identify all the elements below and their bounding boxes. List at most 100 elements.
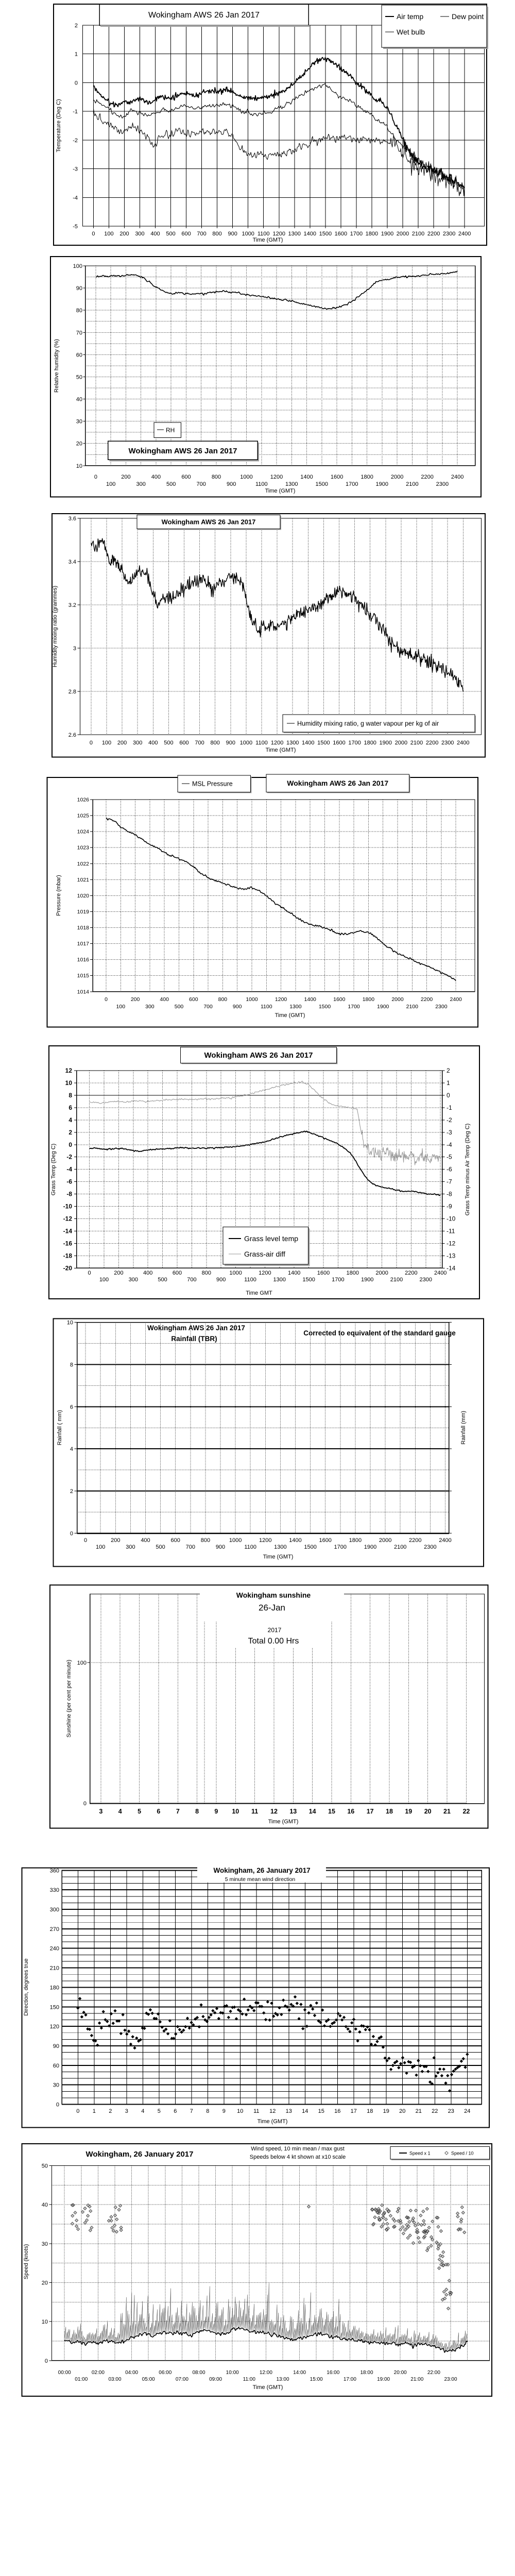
svg-text:100: 100: [102, 740, 111, 746]
svg-text:40: 40: [42, 2202, 48, 2208]
svg-text:330: 330: [50, 1887, 59, 1893]
svg-text:2400: 2400: [450, 996, 462, 1003]
svg-text:1021: 1021: [77, 877, 90, 883]
svg-text:900: 900: [226, 740, 235, 746]
svg-text:Air temp: Air temp: [397, 12, 423, 21]
svg-text:1022: 1022: [77, 861, 90, 867]
svg-text:10: 10: [67, 1320, 73, 1326]
svg-text:Wokingham AWS 26 Jan 2017: Wokingham AWS 26 Jan 2017: [148, 11, 260, 20]
svg-text:18: 18: [367, 2108, 373, 2114]
svg-text:400: 400: [141, 1537, 150, 1544]
svg-text:2000: 2000: [391, 474, 403, 480]
svg-text:600: 600: [179, 740, 188, 746]
svg-text:1014: 1014: [77, 989, 90, 995]
svg-text:2100: 2100: [390, 1277, 403, 1283]
svg-text:-1: -1: [447, 1104, 452, 1111]
svg-text:8: 8: [70, 1362, 73, 1368]
svg-text:8: 8: [195, 1808, 199, 1815]
svg-text:Time (GMT): Time (GMT): [258, 2119, 288, 2125]
svg-text:700: 700: [203, 1004, 213, 1010]
svg-text:1300: 1300: [286, 740, 299, 746]
svg-text:2100: 2100: [410, 740, 423, 746]
svg-text:2: 2: [109, 2108, 112, 2114]
svg-text:2200: 2200: [421, 474, 433, 480]
svg-text:-14: -14: [447, 1264, 456, 1272]
svg-text:2400: 2400: [458, 231, 471, 237]
svg-text:210: 210: [50, 1965, 59, 1972]
svg-text:1400: 1400: [300, 474, 313, 480]
svg-text:2000: 2000: [395, 740, 407, 746]
svg-text:1000: 1000: [240, 740, 252, 746]
svg-text:02:00: 02:00: [92, 2370, 105, 2376]
svg-text:-4: -4: [73, 195, 78, 201]
svg-text:400: 400: [151, 474, 161, 480]
svg-text:1100: 1100: [255, 740, 268, 746]
svg-text:70: 70: [76, 330, 82, 336]
svg-text:900: 900: [233, 1004, 242, 1010]
svg-text:3: 3: [99, 1808, 102, 1815]
svg-text:Wokingham, 26 January 2017: Wokingham, 26 January 2017: [214, 1867, 311, 1874]
svg-text:MSL Pressure: MSL Pressure: [192, 781, 233, 788]
svg-text:03:00: 03:00: [108, 2377, 121, 2382]
svg-text:23: 23: [448, 2108, 454, 2114]
svg-text:Wokingham AWS 26 Jan 2017: Wokingham AWS 26 Jan 2017: [287, 779, 388, 787]
svg-text:1100: 1100: [258, 231, 270, 237]
svg-text:1700: 1700: [348, 740, 360, 746]
svg-text:-20: -20: [63, 1264, 73, 1272]
svg-text:1000: 1000: [242, 231, 254, 237]
svg-text:Wokingham AWS 26 Jan 2017: Wokingham AWS 26 Jan 2017: [204, 1051, 313, 1060]
svg-text:-11: -11: [447, 1228, 455, 1235]
svg-text:12: 12: [65, 1067, 73, 1074]
svg-text:300: 300: [126, 1544, 135, 1550]
svg-text:12:00: 12:00: [260, 2370, 272, 2376]
svg-text:-5: -5: [73, 224, 78, 230]
svg-text:270: 270: [50, 1926, 59, 1933]
svg-text:1000: 1000: [240, 474, 252, 480]
svg-text:1200: 1200: [275, 996, 287, 1003]
svg-text:1100: 1100: [244, 1544, 256, 1550]
svg-text:900: 900: [216, 1544, 225, 1550]
svg-text:1200: 1200: [271, 740, 283, 746]
svg-text:400: 400: [150, 231, 160, 237]
svg-text:13:00: 13:00: [276, 2377, 289, 2382]
svg-text:Relative humidity (%): Relative humidity (%): [54, 339, 60, 393]
svg-text:2400: 2400: [434, 1270, 447, 1276]
svg-text:2100: 2100: [412, 231, 424, 237]
svg-text:04:00: 04:00: [125, 2370, 138, 2376]
svg-text:1400: 1400: [302, 740, 314, 746]
svg-text:12: 12: [269, 2108, 276, 2114]
svg-text:1300: 1300: [288, 231, 301, 237]
svg-text:800: 800: [212, 231, 221, 237]
svg-text:00:00: 00:00: [58, 2370, 71, 2376]
svg-text:2: 2: [447, 1067, 450, 1074]
svg-text:6: 6: [174, 2108, 177, 2114]
svg-text:-1: -1: [73, 109, 78, 115]
svg-text:1017: 1017: [77, 941, 90, 947]
svg-text:Temperature (Deg C): Temperature (Deg C): [56, 99, 62, 152]
svg-text:-10: -10: [447, 1215, 456, 1223]
svg-text:0: 0: [447, 1092, 450, 1099]
svg-text:19: 19: [405, 1808, 412, 1815]
svg-text:40: 40: [76, 397, 82, 403]
svg-text:Time (GMT): Time (GMT): [263, 1554, 294, 1560]
svg-text:2300: 2300: [441, 740, 454, 746]
svg-text:Speed (knots): Speed (knots): [23, 2244, 29, 2279]
svg-text:0: 0: [94, 474, 97, 480]
svg-text:4: 4: [141, 2108, 144, 2114]
svg-text:Time GMT: Time GMT: [246, 1290, 272, 1296]
svg-text:1300: 1300: [274, 1544, 286, 1550]
svg-text:1300: 1300: [273, 1277, 286, 1283]
svg-text:1800: 1800: [349, 1537, 362, 1544]
svg-text:Corrected to equivalent of the: Corrected to equivalent of the standard …: [303, 1329, 456, 1337]
svg-text:-6: -6: [447, 1166, 452, 1173]
svg-text:500: 500: [166, 481, 176, 487]
svg-text:2100: 2100: [406, 481, 418, 487]
svg-text:3.4: 3.4: [68, 559, 76, 565]
svg-text:3.6: 3.6: [68, 516, 76, 522]
svg-text:08:00: 08:00: [192, 2370, 205, 2376]
svg-text:2.8: 2.8: [68, 689, 76, 695]
svg-text:2200: 2200: [405, 1270, 417, 1276]
svg-text:1018: 1018: [77, 925, 90, 931]
svg-text:-2: -2: [447, 1116, 452, 1124]
svg-text:2300: 2300: [435, 1004, 448, 1010]
